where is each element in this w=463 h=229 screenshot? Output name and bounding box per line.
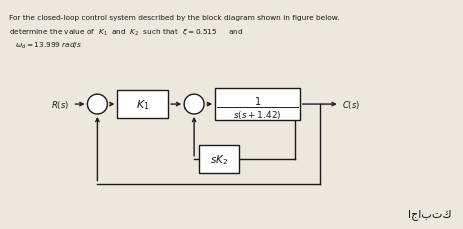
- Bar: [199, 145, 238, 173]
- Text: $K_1$: $K_1$: [136, 98, 149, 112]
- Text: determine the value of  $K_1$  and  $K_2$  such that  $\xi = 0.515$     and: determine the value of $K_1$ and $K_2$ s…: [9, 27, 242, 38]
- Text: +: +: [90, 95, 96, 104]
- Text: $R(s)$: $R(s)$: [51, 99, 69, 111]
- Text: −: −: [182, 103, 189, 112]
- Text: اجابتك: اجابتك: [407, 208, 450, 219]
- Text: For the closed-loop control system described by the block diagram shown in figur: For the closed-loop control system descr…: [9, 15, 338, 21]
- Text: $s(s+1.42)$: $s(s+1.42)$: [232, 109, 281, 121]
- Bar: [214, 89, 299, 120]
- Text: $C(s)$: $C(s)$: [341, 99, 359, 111]
- Text: $\omega_d = 13.999\;rad/s$: $\omega_d = 13.999\;rad/s$: [15, 40, 81, 50]
- Circle shape: [184, 95, 204, 114]
- Circle shape: [87, 95, 107, 114]
- Text: +: +: [187, 95, 193, 104]
- Text: −: −: [86, 103, 93, 112]
- Text: $sK_2$: $sK_2$: [210, 152, 228, 166]
- Bar: [117, 91, 168, 118]
- Text: $1$: $1$: [253, 95, 261, 107]
